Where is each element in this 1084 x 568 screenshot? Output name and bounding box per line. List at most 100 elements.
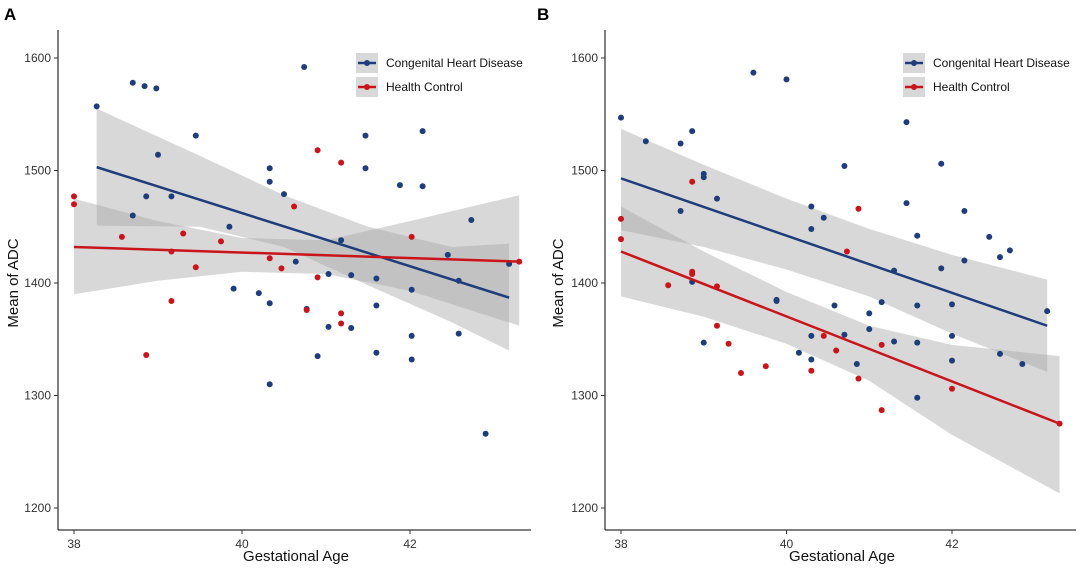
data-point-chd: [808, 332, 815, 339]
data-point-hc: [218, 238, 224, 245]
data-point-chd: [831, 302, 838, 309]
data-point-chd: [618, 114, 624, 121]
data-point-hc: [180, 230, 187, 237]
data-point-chd: [866, 326, 873, 333]
data-point-hc: [314, 147, 321, 154]
y-tick-label: 1300: [571, 389, 598, 403]
data-point-chd: [338, 237, 345, 244]
data-point-chd: [795, 349, 802, 356]
data-point-chd: [700, 174, 707, 181]
data-point-hc: [338, 159, 345, 166]
panel-label: B: [537, 5, 549, 24]
data-point-chd: [226, 223, 233, 230]
data-point-chd: [408, 356, 415, 363]
data-point-chd: [1006, 247, 1013, 254]
data-point-chd: [266, 381, 273, 388]
data-point-chd: [455, 330, 462, 337]
x-tick-label: 40: [235, 537, 249, 551]
data-point-chd: [677, 140, 684, 147]
y-axis-title: Mean of ADC: [550, 238, 567, 327]
data-point-hc: [713, 322, 720, 329]
data-point-hc: [338, 310, 345, 317]
data-point-hc: [878, 407, 885, 414]
data-point-chd: [419, 183, 426, 190]
legend: Congenital Heart Disease Health Control: [903, 53, 1070, 97]
data-point-chd: [141, 83, 148, 90]
data-point-chd: [419, 128, 426, 135]
legend-label-chd: Congenital Heart Disease: [386, 56, 523, 70]
data-point-chd: [93, 103, 100, 110]
data-point-chd: [314, 353, 321, 360]
data-point-hc: [71, 201, 77, 208]
fit-line-hc: [620, 250, 1061, 425]
confidence-band-chd: [621, 128, 1048, 372]
legend-label-hc: Health Control: [386, 80, 463, 94]
panel-b: B 1200 1300 1400 1500 1600 38 40 42 Gestational A…: [537, 5, 1076, 565]
data-point-chd: [408, 332, 415, 339]
data-point-chd: [700, 339, 707, 346]
data-point-chd: [808, 226, 815, 232]
data-point-chd: [642, 138, 649, 145]
data-point-chd: [153, 85, 160, 92]
data-point-hc: [689, 271, 696, 277]
data-point-chd: [949, 301, 955, 308]
legend-key-point-hc: [911, 84, 917, 90]
data-point-hc: [689, 178, 696, 185]
data-point-hc: [168, 298, 175, 304]
data-point-chd: [841, 331, 848, 338]
data-point-chd: [373, 349, 380, 356]
data-point-chd: [750, 69, 757, 76]
data-point-hc: [618, 236, 624, 243]
data-point-chd: [468, 217, 475, 223]
data-point-hc: [192, 264, 199, 271]
data-point-chd: [866, 310, 873, 317]
legend-key-point-chd: [911, 60, 917, 66]
data-point-hc: [143, 352, 150, 358]
data-point-chd: [853, 361, 860, 367]
data-point-chd: [891, 338, 898, 345]
data-point-chd: [1019, 361, 1026, 367]
x-tick-label: 42: [403, 537, 417, 551]
x-tick-label: 38: [67, 537, 81, 551]
panel-a: A 1200 1300 1400 1500 1600 38 40 42 Gestational A…: [4, 5, 531, 565]
data-point-chd: [325, 271, 332, 277]
data-point-chd: [783, 76, 790, 83]
data-point-chd: [255, 290, 262, 297]
data-point-chd: [348, 325, 355, 331]
data-point-hc: [833, 347, 840, 354]
data-point-chd: [301, 64, 308, 70]
data-point-chd: [841, 163, 848, 169]
data-point-chd: [482, 430, 489, 437]
data-point-chd: [266, 178, 273, 185]
data-point-hc: [291, 203, 298, 210]
data-point-chd: [362, 165, 369, 172]
data-point-chd: [444, 251, 451, 258]
data-point-hc: [878, 341, 885, 348]
data-point-chd: [408, 286, 415, 293]
data-point-hc: [855, 205, 862, 212]
data-point-chd: [773, 298, 780, 304]
data-point-chd: [914, 232, 921, 239]
y-tick-label: 1400: [571, 276, 598, 290]
data-point-hc: [808, 367, 815, 374]
data-point-chd: [281, 191, 287, 198]
data-point-chd: [129, 212, 136, 219]
y-tick-label: 1500: [571, 164, 598, 178]
data-point-chd: [1044, 308, 1051, 315]
y-tick-label: 1600: [571, 51, 598, 65]
x-tick-label: 38: [614, 537, 628, 551]
data-point-hc: [338, 320, 345, 327]
data-point-chd: [820, 214, 827, 221]
legend-key-point-hc: [364, 84, 370, 90]
data-point-hc: [725, 340, 732, 347]
data-point-hc: [762, 363, 769, 370]
y-tick-label: 1200: [571, 501, 598, 515]
y-tick-label: 1200: [24, 501, 51, 515]
y-tick-label: 1600: [24, 51, 51, 65]
data-point-hc: [266, 255, 273, 262]
y-axis-title: Mean of ADC: [5, 238, 22, 327]
data-point-hc: [618, 215, 624, 222]
data-point-chd: [373, 302, 380, 309]
x-tick-label: 40: [780, 537, 794, 551]
